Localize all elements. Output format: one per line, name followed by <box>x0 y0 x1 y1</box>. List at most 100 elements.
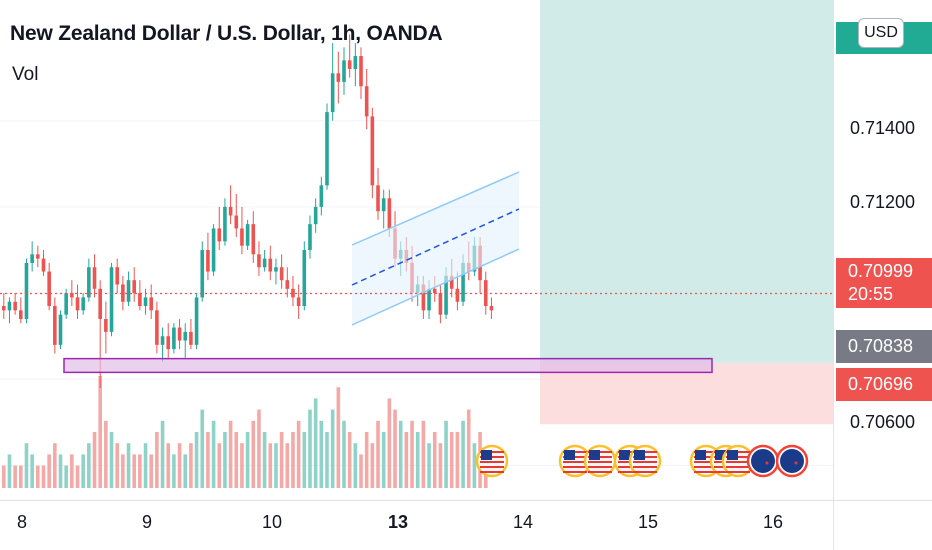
candle-body <box>279 267 284 281</box>
time-tick: 9 <box>141 512 153 532</box>
candle-body <box>370 116 375 186</box>
candle-body <box>70 293 74 298</box>
volume-bar <box>92 432 97 488</box>
volume-bar <box>138 454 142 488</box>
us-flag-canton <box>727 450 738 460</box>
candle-body <box>177 327 182 341</box>
volume-bar <box>115 443 119 488</box>
candle-body <box>160 336 165 345</box>
volume-bar <box>251 420 256 488</box>
candle-body <box>364 86 369 117</box>
volume-bar <box>279 432 284 488</box>
volume-bar <box>245 432 250 488</box>
candle-body <box>291 288 295 298</box>
channel-mid-line <box>351 208 520 286</box>
candle-body <box>347 60 352 69</box>
candle-body <box>47 271 51 307</box>
candle-body <box>155 310 159 345</box>
us-flag-stripe <box>694 466 718 468</box>
candle-body <box>359 56 363 87</box>
target-zone <box>540 0 833 363</box>
volume-bar <box>172 454 176 488</box>
candle-body <box>206 250 210 272</box>
price-tick: 0.71200 <box>850 192 916 212</box>
volume-bar <box>132 454 137 488</box>
volume-bar <box>2 465 6 488</box>
time-tick: 14 <box>512 512 534 532</box>
stop-zone <box>540 362 833 425</box>
candle-body <box>194 297 199 345</box>
volume-bar <box>415 432 420 488</box>
economic-events[interactable] <box>475 444 809 478</box>
time-tick: 16 <box>762 512 784 532</box>
candle-body <box>308 224 312 250</box>
candle-body <box>189 331 193 345</box>
nz-flag-icon <box>780 449 804 473</box>
volume-bar <box>30 454 34 488</box>
us-flag-stripe <box>563 471 587 473</box>
candle-body <box>240 228 244 246</box>
volume-bar <box>319 420 324 488</box>
volume-bar <box>47 454 51 488</box>
candle-body <box>432 288 437 294</box>
candle-body <box>149 297 154 311</box>
volume-bar <box>427 443 431 488</box>
volume-bar <box>330 409 335 488</box>
us-flag-canton <box>481 450 492 460</box>
volume-bar <box>347 432 352 488</box>
time-tick: 8 <box>16 512 28 532</box>
volume-bar <box>353 443 358 488</box>
volume-bar <box>342 420 346 488</box>
candle-body <box>30 254 34 263</box>
candle-body <box>421 284 426 311</box>
candle-body <box>126 280 131 302</box>
volume-bar <box>189 443 193 488</box>
candle-body <box>330 73 335 113</box>
volume-bar <box>70 454 74 488</box>
volume-bar <box>81 454 85 488</box>
candle-body <box>217 228 222 242</box>
volume-bars <box>2 376 488 488</box>
candle-body <box>234 215 239 229</box>
candle-body <box>325 112 329 186</box>
last-price-value: 0.70999 <box>848 261 914 281</box>
candle-body <box>489 306 494 311</box>
candlesticks <box>1 34 494 388</box>
volume-bar <box>257 409 261 488</box>
volume-bar <box>285 443 290 488</box>
candle-body <box>455 288 460 302</box>
candle-body <box>319 185 324 207</box>
us-flag-stripe <box>480 461 504 463</box>
volume-bar <box>404 432 409 488</box>
us-flag-canton <box>619 450 630 460</box>
volume-bar <box>166 443 171 488</box>
candle-body <box>92 267 97 289</box>
price-tick: 0.70600 <box>850 412 916 432</box>
volume-bar <box>13 465 17 488</box>
volume-bar <box>444 420 448 488</box>
candle-body <box>1 306 6 311</box>
volume-bar <box>64 465 68 488</box>
candle-body <box>200 250 205 298</box>
volume-bar <box>438 443 443 488</box>
volume-bar <box>472 443 477 488</box>
volume-indicator-label[interactable]: Vol <box>12 64 39 85</box>
candle-body <box>109 267 114 332</box>
candle-body <box>257 254 261 268</box>
candle-body <box>19 310 23 319</box>
candle-body <box>115 267 119 285</box>
volume-bar <box>393 409 397 488</box>
volume-bar <box>455 432 460 488</box>
volume-bar <box>240 443 244 488</box>
currency-button[interactable]: USD <box>858 18 904 48</box>
volume-bar <box>432 432 437 488</box>
last-price-tag: 0.70999 20:55 <box>836 258 932 308</box>
volume-bar <box>58 454 63 488</box>
symbol-title[interactable]: New Zealand Dollar / U.S. Dollar, 1h, OA… <box>10 22 443 45</box>
drawings[interactable] <box>0 0 833 425</box>
volume-bar <box>296 420 301 488</box>
volume-bar <box>143 443 148 488</box>
candle-body <box>24 262 29 319</box>
candle-body <box>274 267 278 272</box>
